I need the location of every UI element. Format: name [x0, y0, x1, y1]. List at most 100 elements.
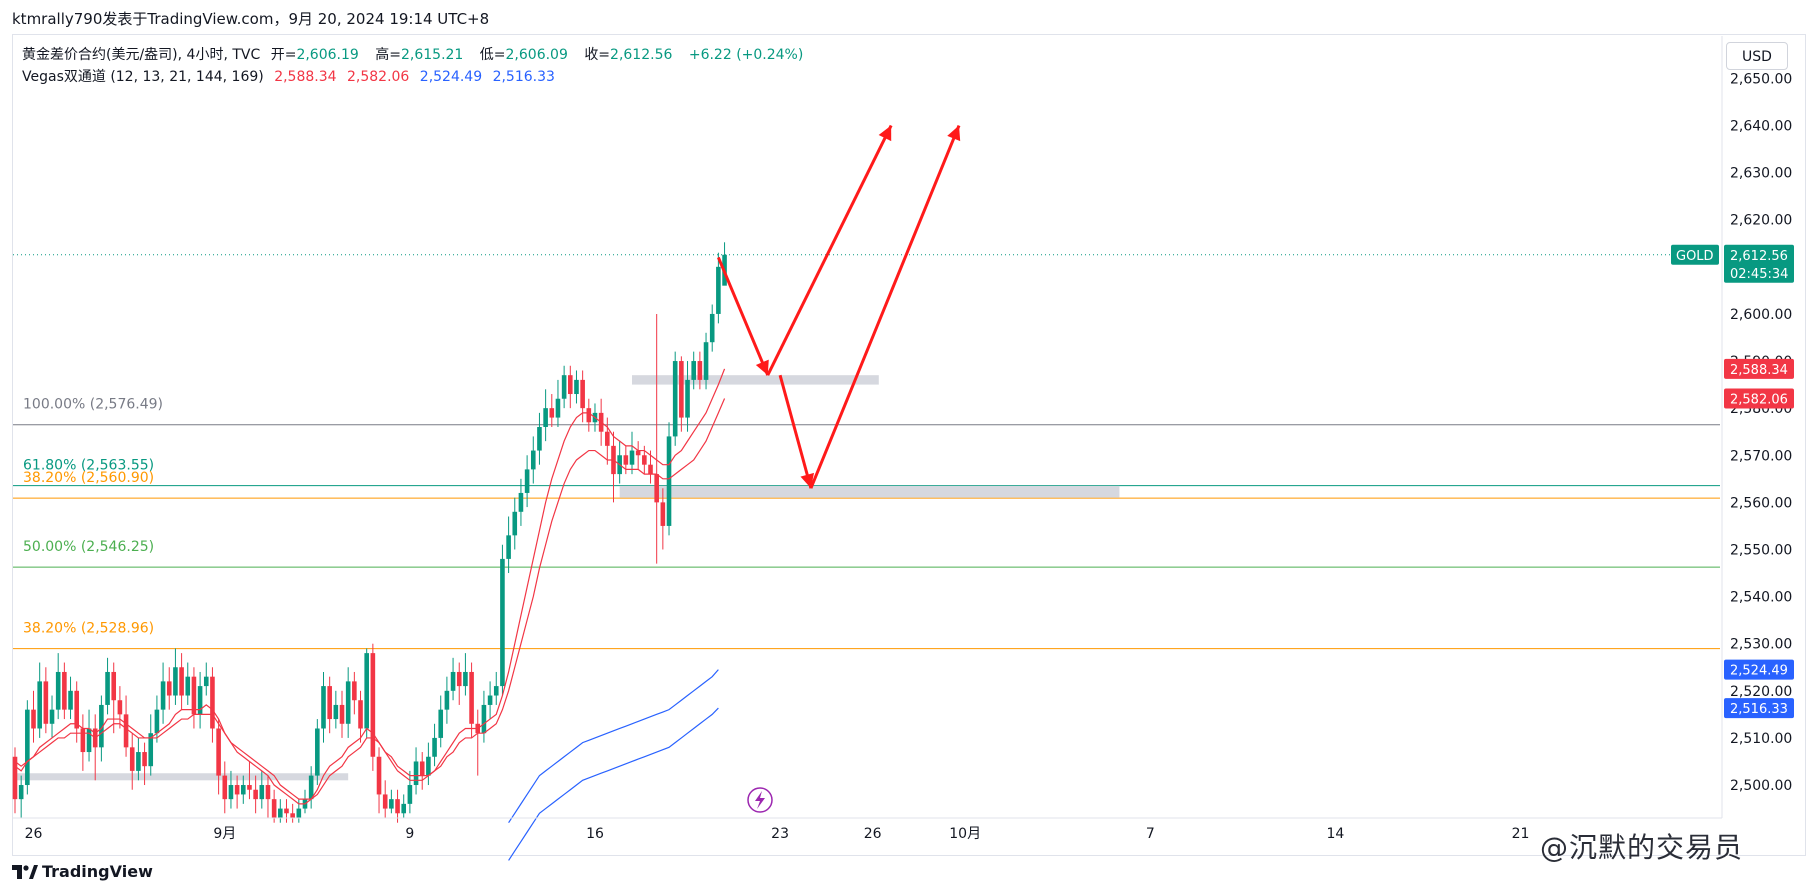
candle [284, 799, 289, 823]
candle-body [709, 313, 715, 343]
candle [179, 653, 184, 710]
candle-body [654, 474, 659, 503]
candle-body [568, 375, 573, 395]
candle [574, 370, 579, 404]
candle-body [240, 785, 246, 795]
candle-body [672, 361, 678, 437]
candle [672, 351, 678, 446]
candle [142, 742, 147, 786]
candle [685, 361, 690, 432]
y-tick-label: 2,640.00 [1730, 119, 1792, 135]
candle-body [68, 690, 73, 710]
candle-body [512, 511, 518, 536]
candle-body [370, 653, 376, 757]
x-tick-label: 10月 [949, 826, 981, 842]
candle [450, 657, 456, 701]
candle-body [580, 379, 585, 409]
candle [382, 780, 388, 818]
y-tick-label: 2,540.00 [1730, 590, 1792, 606]
candle [555, 379, 561, 427]
candle [487, 681, 493, 720]
candle-body [111, 671, 117, 701]
candle-body [642, 455, 647, 465]
lightning-icon[interactable] [747, 787, 773, 813]
candle [265, 775, 271, 818]
x-tick-label: 21 [1512, 826, 1530, 842]
candle-body [463, 671, 468, 687]
y-tick-label: 2,550.00 [1730, 542, 1792, 558]
candle [203, 662, 209, 696]
candle [271, 789, 277, 823]
candle [25, 700, 30, 795]
chart-frame[interactable] [12, 34, 1806, 856]
candle [679, 356, 684, 432]
x-tick-label: 26 [25, 826, 43, 842]
candle-body [80, 728, 86, 753]
candle-body [166, 681, 172, 696]
candle-body [197, 686, 203, 715]
candle-body [666, 436, 672, 526]
candle [654, 313, 659, 564]
candle-body [18, 785, 24, 800]
indicator-value-3: 2,524.49 [419, 69, 483, 85]
indicator-name: Vegas双通道 (12, 13, 21, 144, 169) [22, 69, 264, 85]
candle [240, 775, 246, 804]
candle-body [432, 737, 437, 757]
badge-ema-3-text: 2,524.49 [1730, 664, 1788, 679]
currency-button[interactable]: USD [1726, 42, 1788, 70]
badge-ema-2-bg [1724, 388, 1794, 409]
y-tick-label: 2,620.00 [1730, 213, 1792, 229]
candle-body [555, 398, 561, 418]
legend-ohlc-row: 黄金差价合约(美元/盎司), 4小时, TVC 开=2,606.19 高=2,6… [22, 44, 809, 64]
candle [611, 431, 616, 503]
candle-body [444, 690, 450, 710]
candle-body [679, 361, 684, 418]
open-label: 开= [270, 47, 297, 63]
candle-body [154, 709, 160, 734]
candle [43, 667, 49, 734]
candle-body [426, 756, 431, 776]
candle [605, 417, 610, 465]
x-tick-label: 7 [1146, 826, 1155, 842]
x-tick-label: 23 [771, 826, 789, 842]
candle [475, 709, 481, 776]
vegas-channel-lines [14, 368, 726, 861]
x-tick-label: 9月 [213, 826, 236, 842]
candle-body [333, 704, 339, 720]
candle [648, 450, 653, 484]
candle [352, 671, 357, 715]
candle-body [660, 502, 666, 526]
candle-body [62, 671, 67, 710]
candle [136, 737, 141, 781]
badge-price-bg [1724, 244, 1794, 283]
candle [660, 488, 666, 550]
candle [549, 394, 555, 427]
fibonacci-levels: 100.00% (2,576.49)61.80% (2,563.55)38.20… [13, 397, 1720, 650]
candle [426, 742, 431, 786]
candle-body [74, 690, 79, 729]
candle [259, 770, 265, 809]
candle [216, 719, 221, 795]
candle [370, 643, 376, 771]
candle-body [685, 379, 690, 418]
candle-body [574, 379, 579, 395]
candle-body [518, 492, 524, 512]
candle-body [635, 450, 641, 456]
x-tick-label: 14 [1326, 826, 1344, 842]
candle-body [315, 728, 320, 776]
candle-body [265, 785, 271, 800]
candle [401, 794, 407, 818]
candle-body [419, 761, 425, 776]
candle-body [450, 671, 456, 691]
candle [154, 695, 160, 743]
badge-ema-1-text: 2,588.34 [1730, 363, 1788, 378]
candle-body [43, 681, 49, 724]
candle [716, 252, 721, 324]
tradingview-logo[interactable]: TradingView [12, 862, 153, 881]
candle [543, 389, 548, 442]
candle [580, 370, 585, 423]
badge-price-text: 2,612.56 [1730, 249, 1788, 264]
candle [493, 671, 499, 705]
candle [709, 304, 715, 352]
